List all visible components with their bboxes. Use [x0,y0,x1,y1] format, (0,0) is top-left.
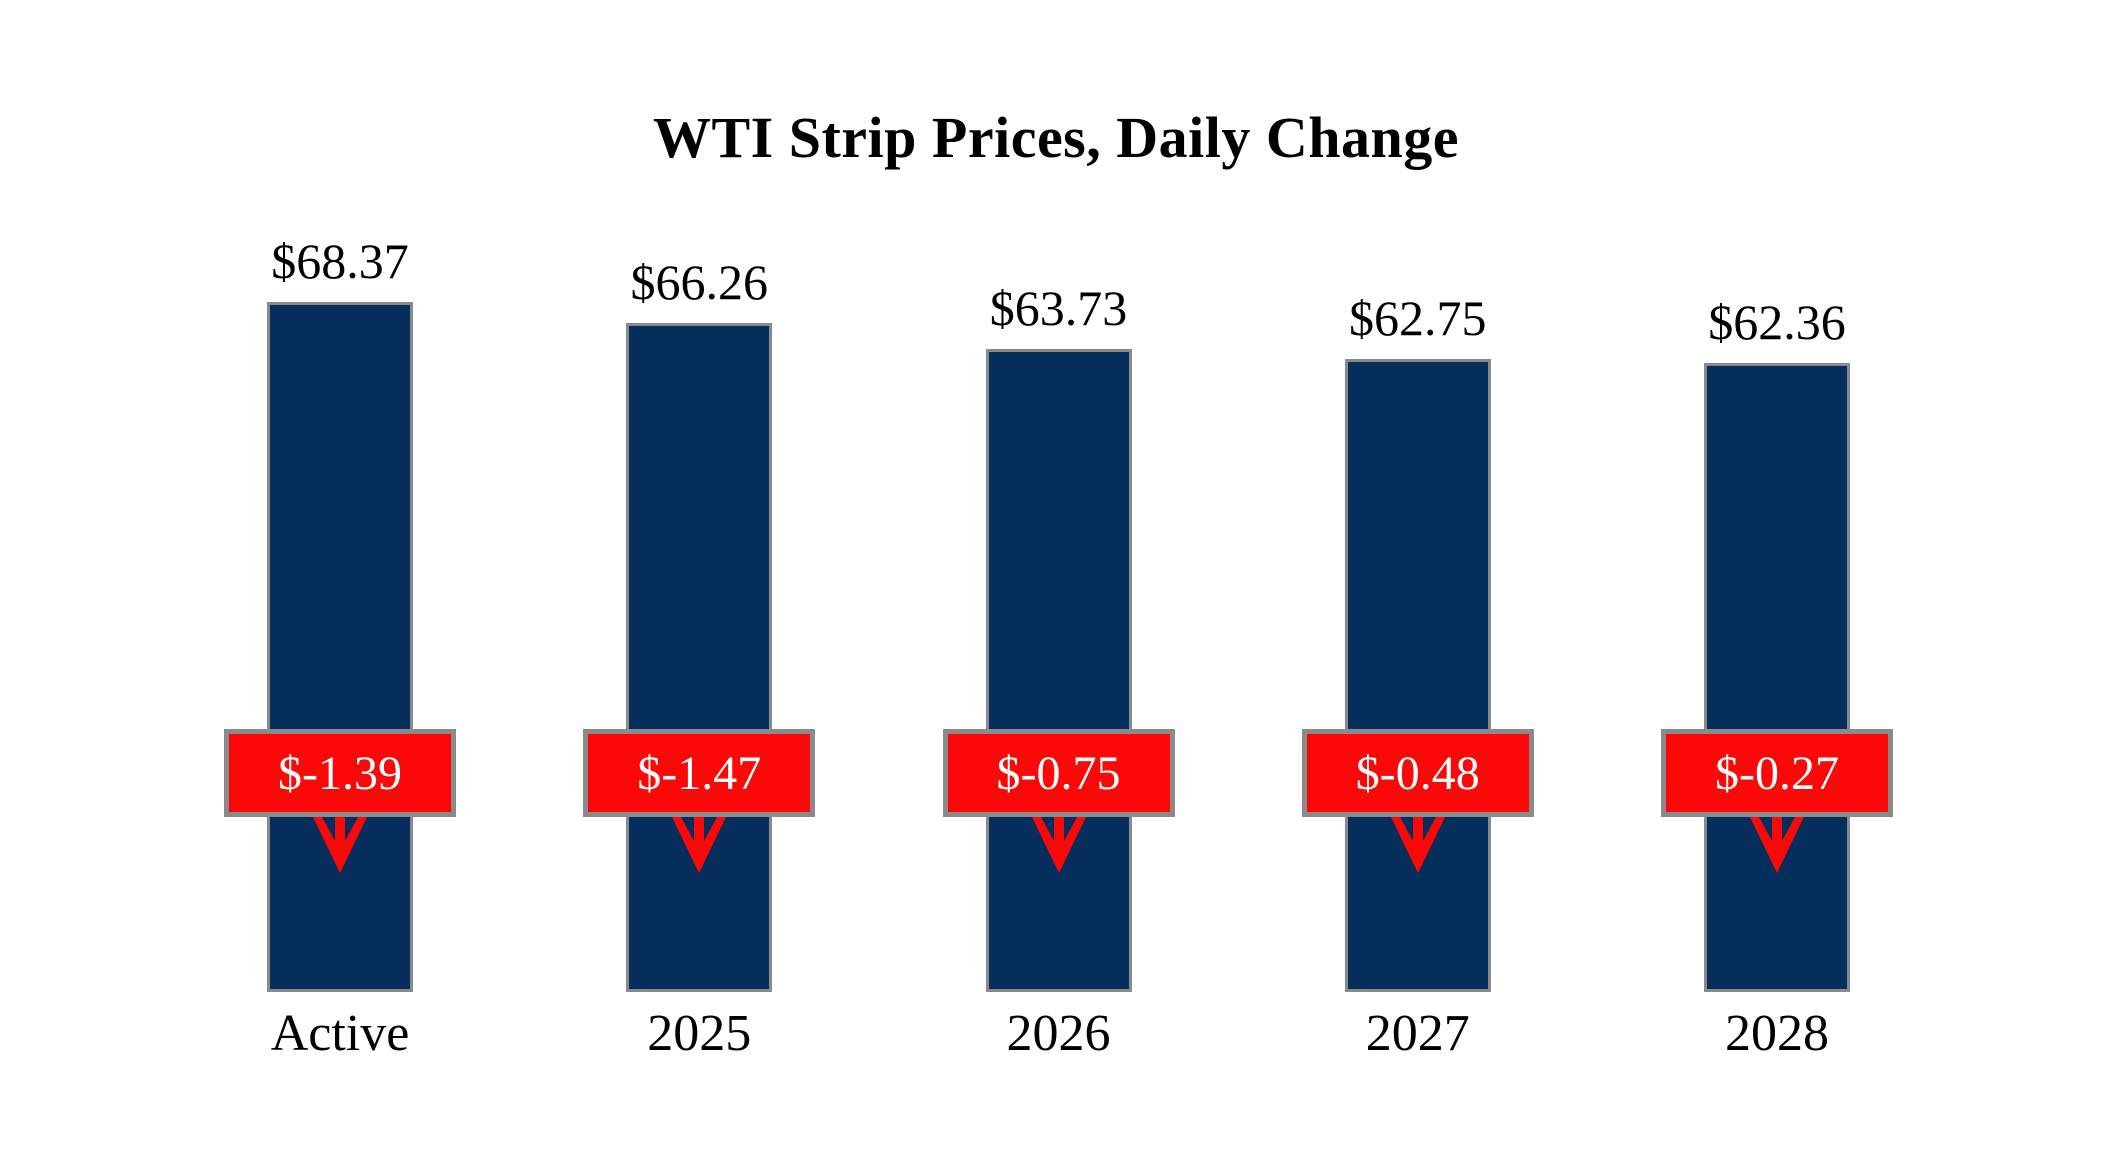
chart-column-active: $68.37 $-1.39 Active [175,233,505,1062]
daily-change-badge-2025: $-1.47 [583,729,816,817]
x-axis-label-2028: 2028 [1725,1005,1829,1062]
x-axis-label-active: Active [270,1005,410,1062]
down-arrow-icon [1390,817,1445,873]
strip-price-label-2025: $66.26 [630,254,769,310]
strip-price-label-2028: $62.36 [1708,294,1846,350]
price-bar-2027 [1344,359,1491,992]
strip-price-label-2026: $63.73 [989,280,1128,336]
down-arrow-icon [1750,817,1804,873]
x-axis-label-2025: 2025 [647,1005,752,1062]
chart-column-2027: $62.75 $-0.48 2027 [1253,290,1583,1062]
daily-change-badge-2028: $-0.27 [1661,729,1893,817]
down-arrow-icon [672,817,727,873]
price-bar-2025 [626,323,773,992]
chart-column-2026: $63.73 $-0.75 2026 [894,280,1224,1062]
chart-column-2028: $62.36 $-0.27 2028 [1612,294,1942,1062]
x-axis-label-2027: 2027 [1365,1005,1470,1062]
down-arrow-icon [313,817,367,873]
price-bar-2028 [1704,363,1850,992]
strip-price-label-active: $68.37 [271,233,409,289]
down-arrow-icon [1031,817,1086,873]
x-axis-label-2026: 2026 [1006,1005,1111,1062]
daily-change-badge-2027: $-0.48 [1301,729,1534,817]
chart-column-2025: $66.26 $-1.47 2025 [534,254,864,1062]
chart-title: WTI Strip Prices, Daily Change [652,105,1460,170]
daily-change-badge-active: $-1.39 [224,729,456,817]
daily-change-badge-2026: $-0.75 [942,729,1175,817]
price-bar-2026 [985,349,1132,992]
bar-chart: $68.37 $-1.39 Active $66.26 $-1.47 2025 $63.73… [175,233,1942,1062]
price-bar-active [267,302,413,992]
strip-price-label-2027: $62.75 [1349,290,1487,346]
